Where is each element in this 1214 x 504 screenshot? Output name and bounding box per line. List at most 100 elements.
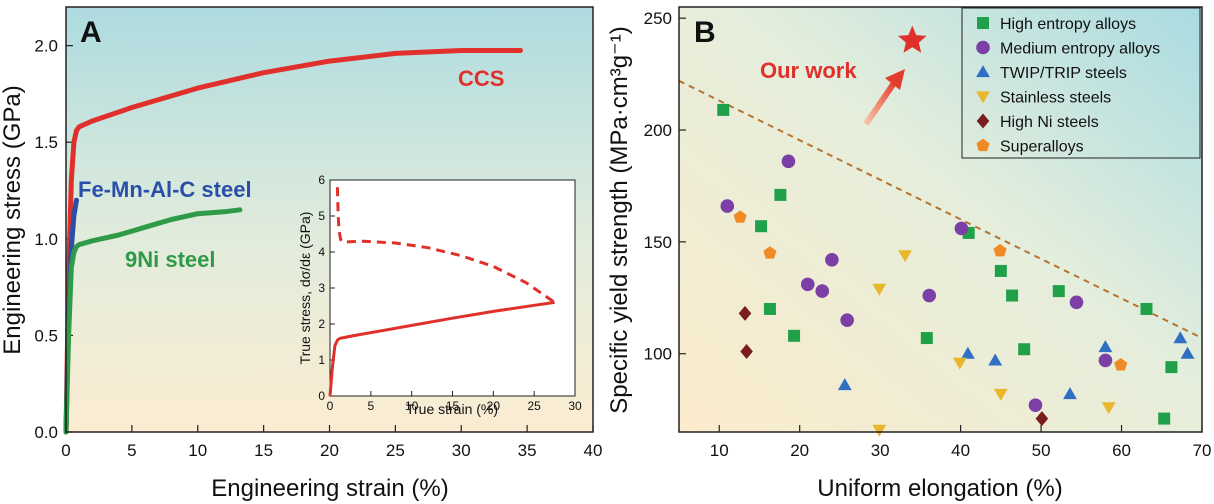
- panel-a-xtick-label: 25: [386, 441, 405, 460]
- point-circle: [922, 288, 937, 303]
- panel-b-xlabel: Uniform elongation (%): [817, 475, 1062, 502]
- point-circle: [840, 313, 854, 327]
- panel-a-series-line-0: [63, 48, 523, 435]
- point-square: [1018, 343, 1031, 356]
- panel-a-ticks: 0 5 10 15 20 25 30 35 400.00.51.01.52.0: [34, 37, 602, 460]
- point-square: [788, 329, 801, 342]
- panel-a-xtick-label: 35: [518, 441, 537, 460]
- point-triangle-down: [993, 388, 1008, 401]
- point-square: [1140, 302, 1153, 315]
- inset-ytick-label: 0: [318, 389, 325, 403]
- inset-plot-area: [329, 179, 576, 397]
- panel-b-ticks: 10 20 30 40 50 60 70 100 150 200 250: [644, 9, 1212, 460]
- legend-marker-diamond: [976, 113, 990, 129]
- point-triangle-up: [1180, 346, 1195, 359]
- panel-b-ytick-label: 100: [644, 345, 672, 364]
- legend-label: Superalloys: [1000, 139, 1084, 156]
- legend-marker-pentagon: [976, 138, 990, 152]
- legend-marker-triangle-up: [976, 65, 990, 78]
- point-square: [994, 264, 1007, 277]
- panel-a-series-line-2: [63, 207, 243, 435]
- panel-b-xtick-label: 70: [1193, 441, 1212, 460]
- point-circle: [1028, 398, 1043, 412]
- panel-a-letter: A: [80, 16, 102, 49]
- legend: High entropy alloys Medium entropy alloys…: [976, 16, 1160, 156]
- legend-label: High Ni steels: [1000, 114, 1099, 131]
- point-square: [1052, 285, 1065, 298]
- point-square: [1165, 361, 1178, 374]
- panel-a-xtick-label: 15: [254, 441, 273, 460]
- point-triangle-up: [1063, 387, 1077, 400]
- inset-xtick-label: 20: [487, 399, 501, 413]
- inset-xtick-label: 30: [568, 399, 582, 413]
- panel-a-ylabel: Engineering stress (GPa): [0, 85, 26, 354]
- point-triangle-down: [872, 283, 887, 296]
- point-circle: [720, 199, 735, 213]
- panel-a-xtick-label: 20: [320, 441, 339, 460]
- point-triangle-up: [1173, 331, 1188, 344]
- panel-b-xtick-label: 50: [1032, 441, 1051, 460]
- point-circle: [1069, 295, 1084, 310]
- point-circle: [800, 277, 815, 292]
- panel-a-frame: [65, 6, 594, 433]
- inset-ytick-label: 4: [318, 245, 325, 259]
- inset-series-line-0: [328, 300, 555, 397]
- point-pentagon: [733, 210, 747, 223]
- point-circle: [954, 221, 969, 236]
- point-pentagon: [1114, 358, 1128, 371]
- inset-ticks: 0 5 10 15 20 25 30 0 1 2 3 4 5 6: [318, 173, 582, 413]
- point-square: [920, 332, 933, 345]
- panel-b-xtick-label: 30: [871, 441, 890, 460]
- annotation-ccs: CCS: [458, 66, 504, 91]
- panel-b-points: [717, 25, 1195, 437]
- inset-xtick-label: 25: [527, 399, 541, 413]
- panel-a-ytick-label: 0.5: [34, 326, 58, 345]
- point-triangle-up: [961, 346, 975, 359]
- point-square: [763, 302, 776, 315]
- point-triangle-up: [988, 353, 1003, 366]
- panel-a-ytick-label: 1.0: [34, 230, 58, 249]
- point-circle: [781, 154, 796, 169]
- point-circle: [815, 284, 830, 298]
- legend-label: High entropy alloys: [1000, 16, 1136, 33]
- point-circle: [1098, 353, 1113, 368]
- our-work-arrowhead: [885, 69, 905, 90]
- panel-a-ytick-label: 1.5: [34, 133, 58, 152]
- panel-a-xtick-label: 5: [127, 441, 136, 460]
- panel-a-xtick-label: 10: [188, 441, 207, 460]
- point-diamond: [740, 344, 753, 359]
- point-triangle-down: [898, 250, 912, 263]
- point-square: [774, 188, 787, 201]
- annotation-our-work: Our work: [760, 58, 857, 83]
- panel-a-ytick-label: 0.0: [34, 423, 58, 442]
- panel-a-xtick-label: 40: [584, 441, 603, 460]
- panel-b-xtick-label: 40: [951, 441, 970, 460]
- inset-ytick-label: 2: [318, 317, 325, 331]
- point-triangle-up: [1098, 340, 1113, 353]
- panel-a-xtick-label: 0: [61, 441, 70, 460]
- panel-b-xtick-label: 20: [790, 441, 809, 460]
- legend-label: TWIP/TRIP steels: [1000, 65, 1127, 82]
- our-work-star-icon: [898, 25, 927, 53]
- panel-b-frame: [678, 6, 1203, 433]
- inset-xtick-label: 0: [327, 399, 334, 413]
- panel-b-ylabel: Specific yield strength (MPa·cm³g⁻¹): [606, 26, 633, 413]
- point-triangle-down: [952, 357, 967, 370]
- trend-line: [678, 79, 1203, 339]
- panel-a-ytick-label: 2.0: [34, 37, 58, 56]
- inset-ytick-label: 3: [318, 281, 325, 295]
- panel-b-ytick-label: 150: [644, 233, 672, 252]
- panel-b-ytick-label: 200: [644, 121, 672, 140]
- panel-a-xtick-label: 30: [452, 441, 471, 460]
- point-square: [1006, 289, 1019, 302]
- point-square: [1158, 412, 1171, 425]
- legend-label: Medium entropy alloys: [1000, 41, 1160, 58]
- panel-b-xtick-label: 60: [1112, 441, 1131, 460]
- inset-ytick-label: 5: [318, 209, 325, 223]
- legend-box: [961, 7, 1201, 159]
- panel-a-lines: [63, 48, 523, 435]
- point-pentagon: [763, 246, 777, 259]
- annotation-femnalc: Fe-Mn-Al-C steel: [78, 177, 252, 202]
- legend-marker-triangle-down: [976, 91, 990, 104]
